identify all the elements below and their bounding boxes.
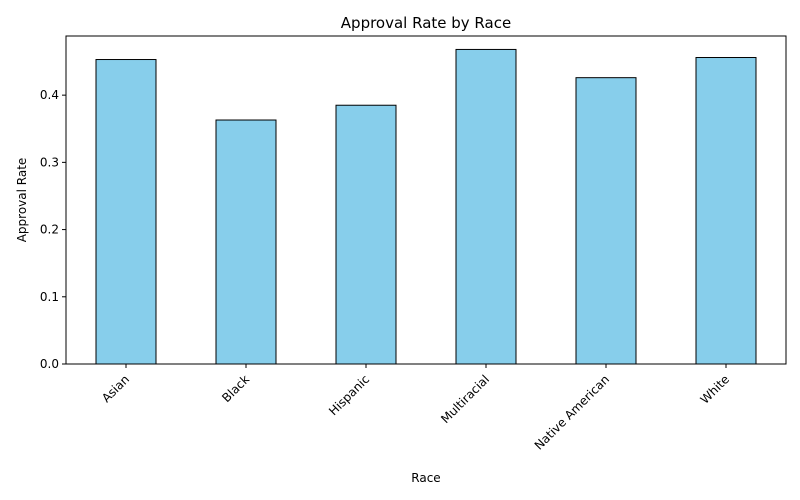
y-tick-label: 0.3 [40, 155, 59, 169]
y-axis: 0.0 0.1 0.2 0.3 0.4 [40, 88, 66, 371]
bar-hispanic [335, 104, 397, 365]
bar-asian [95, 59, 157, 365]
x-tick-label: White [698, 372, 733, 407]
bar-black [215, 119, 277, 365]
y-tick-label: 0.0 [40, 357, 59, 371]
bar-white [695, 57, 757, 365]
y-tick-label: 0.4 [40, 88, 59, 102]
chart-title: Approval Rate by Race [341, 14, 511, 32]
plot-frame [65, 35, 787, 365]
y-tick-label: 0.2 [40, 223, 59, 237]
x-tick-label: Native American [532, 372, 612, 452]
x-tick-label: Black [219, 372, 252, 405]
x-axis-label: Race [411, 471, 440, 485]
x-tick-label: Hispanic [326, 372, 372, 418]
x-tick-label: Multiracial [438, 372, 492, 426]
x-tick-label: Asian [99, 372, 132, 405]
y-tick-label: 0.1 [40, 290, 59, 304]
y-axis-label: Approval Rate [15, 158, 29, 243]
bar-multiracial [455, 48, 517, 365]
x-axis: Asian Black Hispanic Multiracial Native Amer… [99, 364, 732, 453]
bars-layer [95, 48, 757, 365]
bar-native-american [575, 77, 637, 365]
